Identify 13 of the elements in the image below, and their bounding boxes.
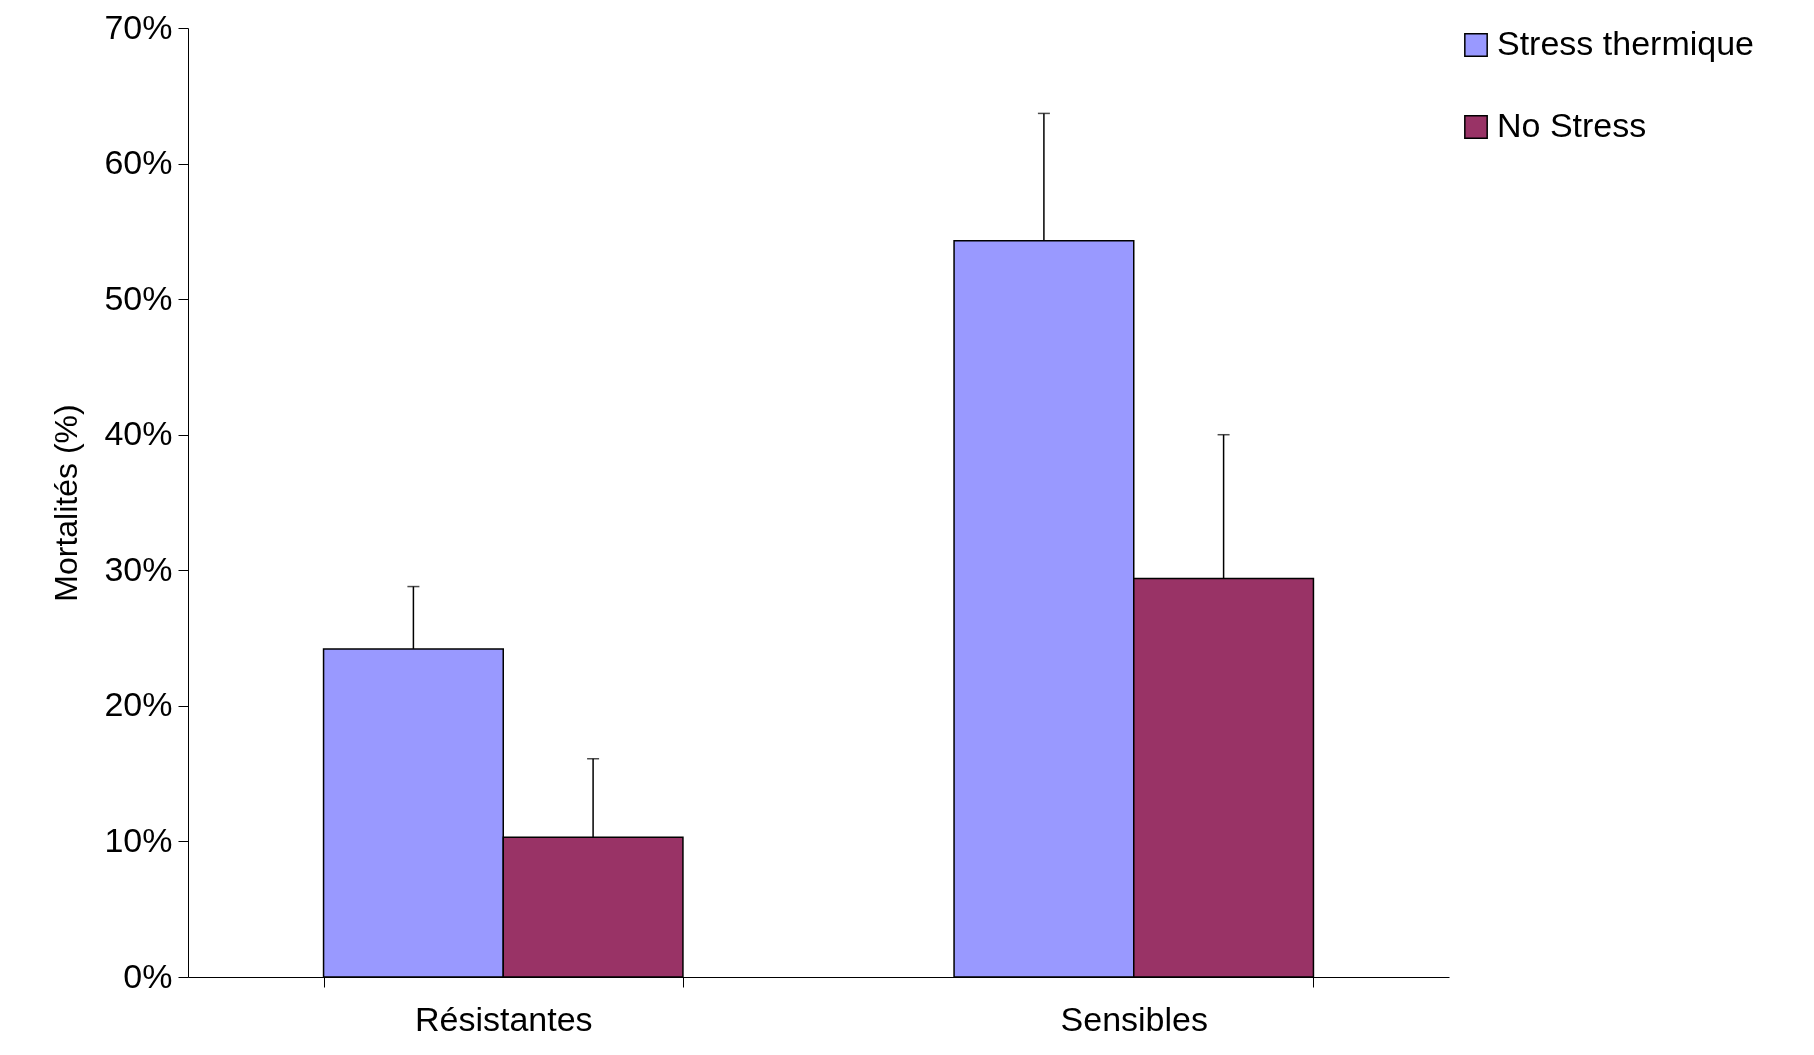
- x-tick-label: Sensibles: [1060, 999, 1208, 1038]
- y-tick-label: 70%: [104, 7, 173, 46]
- y-tick-label: 10%: [104, 820, 173, 859]
- y-tick-label: 30%: [104, 549, 173, 588]
- x-tick-label: Résistantes: [414, 999, 593, 1038]
- y-tick-label: 50%: [104, 278, 173, 317]
- legend-label: Stress thermique: [1497, 24, 1754, 62]
- y-axis-title: Mortalités (%): [48, 404, 85, 602]
- y-tick-label: 0%: [123, 956, 173, 995]
- legend-label: No Stress: [1497, 106, 1647, 144]
- y-tick-label: 60%: [104, 143, 173, 182]
- y-tick-label: 20%: [104, 685, 173, 724]
- y-tick-label: 40%: [104, 414, 173, 453]
